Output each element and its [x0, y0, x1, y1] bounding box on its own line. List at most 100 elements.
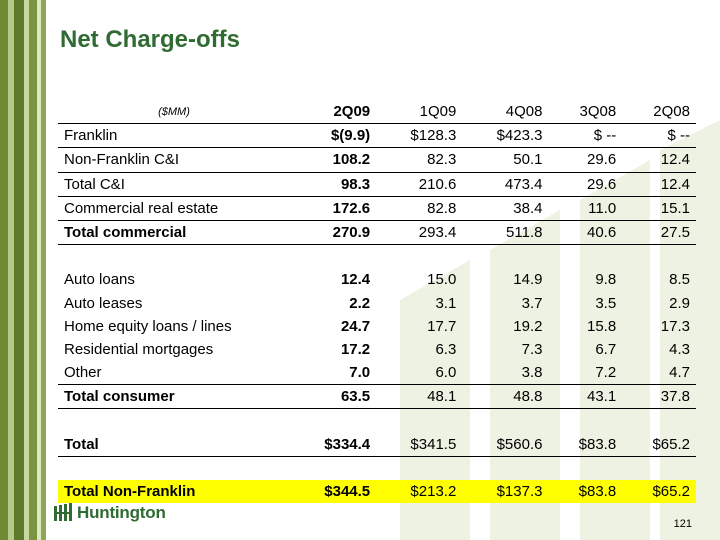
cell-value: $344.5 — [290, 480, 377, 504]
table-row: Auto leases 2.2 3.1 3.7 3.5 2.9 — [58, 292, 696, 315]
row-label: Total Non-Franklin — [58, 480, 290, 504]
cell-value: 50.1 — [462, 147, 549, 173]
cell-value: 9.8 — [595, 271, 617, 289]
cell-value: 2.9 — [669, 294, 690, 312]
left-stripe-decoration — [0, 0, 46, 540]
cell-value: $341.5 — [376, 432, 463, 457]
cell-value: 48.1 — [376, 384, 463, 410]
unit-label: ($MM) — [58, 100, 290, 125]
cell-value: 29.6 — [548, 172, 623, 197]
huntington-logo: Huntington — [53, 503, 166, 523]
cell-value: $83.8 — [548, 432, 623, 457]
column-header: 3Q08 — [548, 100, 623, 125]
cell-value: 48.8 — [462, 384, 549, 410]
cell-value: 3.8 — [462, 361, 549, 386]
table-row: Auto loans 12.4 15.0 14.9 9.8 8.5 — [58, 268, 696, 291]
cell-value: $65.2 — [622, 480, 696, 504]
cell-value: 7.3 — [521, 340, 543, 358]
spacer-row — [58, 456, 696, 480]
cell-value: 15.8 — [587, 317, 617, 335]
net-charge-offs-table: ($MM) 2Q09 1Q09 4Q08 3Q08 2Q08 Franklin … — [58, 100, 696, 504]
cell-value: 172.6 — [290, 196, 377, 221]
row-label: Franklin — [58, 123, 290, 149]
cell-value: $ -- — [622, 123, 696, 149]
column-header: 2Q09 — [290, 100, 377, 125]
cell-value: 27.5 — [622, 220, 696, 246]
cell-value: 473.4 — [462, 172, 549, 197]
table-header-row: ($MM) 2Q09 1Q09 4Q08 3Q08 2Q08 — [58, 100, 696, 125]
table-row: Non-Franklin C&I 108.2 82.3 50.1 29.6 12… — [58, 147, 696, 173]
cell-value: 7.2 — [548, 361, 623, 386]
cell-value: 2.2 — [349, 294, 371, 312]
cell-value: 4.3 — [669, 340, 690, 358]
cell-value: 15.1 — [622, 196, 696, 221]
row-label: Total C&I — [58, 172, 290, 197]
cell-value: $83.8 — [548, 480, 623, 504]
cell-value: 210.6 — [376, 172, 463, 197]
cell-value: $213.2 — [376, 480, 463, 504]
spacer-row — [58, 409, 696, 433]
cell-value: 3.1 — [435, 294, 457, 312]
column-header: 4Q08 — [462, 100, 549, 125]
cell-value: 19.2 — [513, 317, 543, 335]
table-row: Total commercial 270.9 293.4 511.8 40.6 … — [58, 220, 696, 246]
row-label: Home equity loans / lines — [64, 317, 232, 335]
cell-value: 293.4 — [376, 220, 463, 246]
row-label: Non-Franklin C&I — [58, 147, 290, 173]
row-label: Other — [58, 361, 290, 386]
cell-value: 108.2 — [290, 147, 377, 173]
cell-value: 38.4 — [462, 196, 549, 221]
cell-value: 6.7 — [595, 340, 617, 358]
logo-text: Huntington — [77, 503, 166, 522]
table-row-highlighted: Total Non-Franklin $344.5 $213.2 $137.3 … — [58, 480, 696, 504]
cell-value: 98.3 — [290, 172, 377, 197]
cell-value: $128.3 — [376, 123, 463, 149]
table-row: Total C&I 98.3 210.6 473.4 29.6 12.4 — [58, 172, 696, 197]
cell-value: $(9.9) — [290, 123, 377, 149]
page-number: 121 — [673, 518, 692, 530]
cell-value: 4.7 — [622, 361, 696, 386]
cell-value: 3.5 — [595, 294, 617, 312]
row-label: Residential mortgages — [64, 340, 214, 358]
cell-value: 82.3 — [376, 147, 463, 173]
cell-value: $423.3 — [462, 123, 549, 149]
cell-value: 29.6 — [548, 147, 623, 173]
row-label: Total — [58, 432, 290, 457]
column-header: 1Q09 — [376, 100, 463, 125]
cell-value: 43.1 — [548, 384, 623, 410]
cell-value: 12.4 — [622, 172, 696, 197]
cell-value: $137.3 — [462, 480, 549, 504]
cell-value: 270.9 — [290, 220, 377, 246]
table-row: Commercial real estate 172.6 82.8 38.4 1… — [58, 196, 696, 221]
column-header: 2Q08 — [622, 100, 696, 125]
cell-value: 63.5 — [290, 384, 377, 410]
row-label: Commercial real estate — [58, 196, 290, 221]
cell-value: 6.0 — [376, 361, 463, 386]
cell-value: $ -- — [548, 123, 623, 149]
table-row: Residential mortgages 17.2 6.3 7.3 6.7 4… — [58, 338, 696, 361]
cell-value: 11.0 — [548, 196, 623, 221]
cell-value: $560.6 — [462, 432, 549, 457]
huntington-logo-icon — [54, 503, 72, 521]
cell-value: 82.8 — [376, 196, 463, 221]
cell-value: 40.6 — [548, 220, 623, 246]
cell-value: 12.4 — [340, 271, 371, 289]
cell-value: 7.0 — [290, 361, 377, 386]
table-row: Other 7.0 6.0 3.8 7.2 4.7 — [58, 361, 696, 386]
row-label: Auto leases — [64, 294, 143, 312]
table-row: Franklin $(9.9) $128.3 $423.3 $ -- $ -- — [58, 123, 696, 149]
cell-value: 3.7 — [521, 294, 543, 312]
cell-value: 17.2 — [340, 340, 371, 358]
cell-value: 15.0 — [427, 271, 457, 289]
row-label: Total commercial — [58, 220, 290, 246]
row-label: Total consumer — [58, 384, 290, 410]
cell-value: 24.7 — [340, 317, 371, 335]
table-row: Total $334.4 $341.5 $560.6 $83.8 $65.2 — [58, 432, 696, 457]
cell-value: 12.4 — [622, 147, 696, 173]
cell-value: $65.2 — [622, 432, 696, 457]
table-row: Total consumer 63.5 48.1 48.8 43.1 37.8 — [58, 384, 696, 410]
cell-value: 511.8 — [462, 220, 549, 246]
row-label: Auto loans — [64, 271, 135, 289]
cell-value: 14.9 — [513, 271, 543, 289]
cell-value: 37.8 — [622, 384, 696, 410]
